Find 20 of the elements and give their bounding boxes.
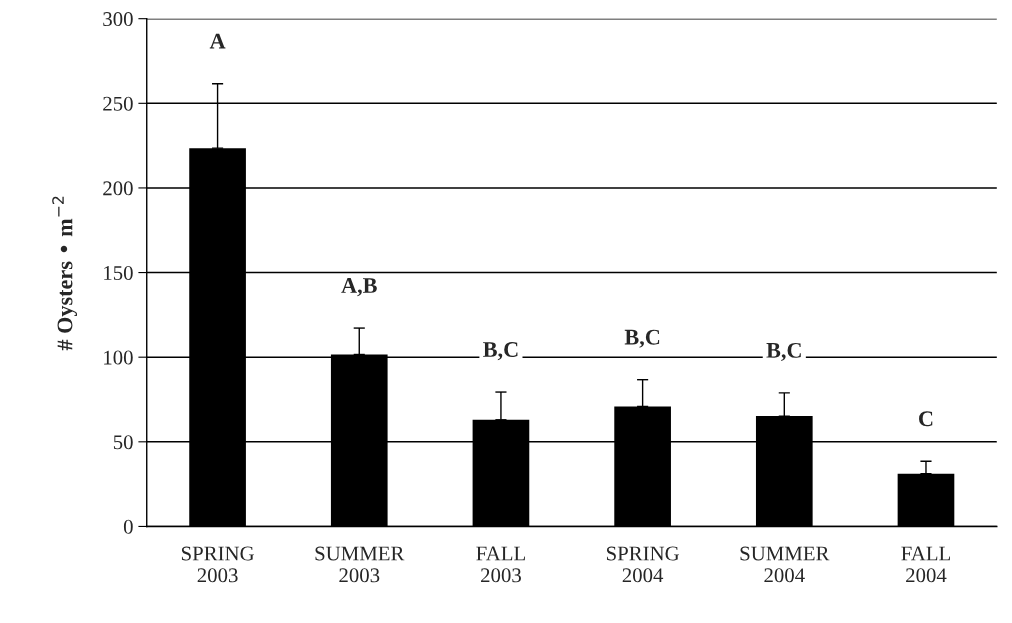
- y-tick-label: 0: [123, 519, 133, 534]
- y-tick-label: 250: [103, 96, 133, 111]
- annotation: B,C: [624, 329, 660, 348]
- y-tick-label: 100: [104, 350, 133, 365]
- annotation: B,C: [766, 342, 801, 362]
- annotation: A: [209, 33, 226, 49]
- y-tick-label: 300: [103, 12, 133, 27]
- x-tick-label: SPRING 2004: [606, 546, 680, 583]
- annotation: B,C: [483, 342, 518, 361]
- annotation: A,B: [341, 278, 377, 297]
- x-tick-label: SPRING 2003: [181, 546, 254, 583]
- y-tick-label: 50: [113, 435, 133, 450]
- x-tick-label: FALL 2003: [476, 546, 525, 583]
- annotation: C: [919, 411, 933, 427]
- x-tick-label: SUMMER 2004: [740, 546, 830, 583]
- y-axis-title: # Oysters • m$^{−2}$: [52, 196, 78, 351]
- y-tick-label: 150: [104, 265, 133, 280]
- x-tick-label: SUMMER 2003: [315, 546, 405, 583]
- y-tick-label: 200: [103, 181, 133, 196]
- x-tick-label: FALL 2004: [901, 546, 950, 583]
